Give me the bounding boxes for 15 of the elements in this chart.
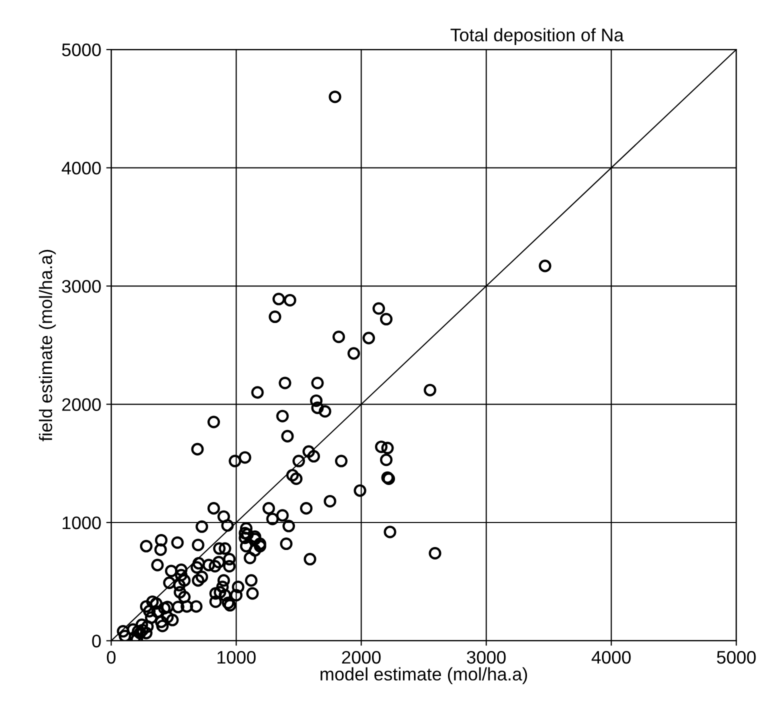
chart-title: Total deposition of Na [450,28,624,45]
x-tick-label: 1000 [218,650,256,664]
y-axis-title: field estimate (mol/ha.a) [38,250,56,442]
y-tick-label: 2000 [62,398,101,411]
y-tick-label: 5000 [62,43,101,56]
x-tick-label: 2000 [342,650,381,664]
x-tick-label: 3000 [466,650,506,664]
x-axis-title: model estimate (mol/ha.a) [320,667,528,684]
x-tick-label: 4000 [592,650,631,664]
x-tick-label: 0 [106,650,116,664]
x-tick-label: 5000 [716,650,756,664]
y-tick-label: 3000 [62,280,101,293]
y-tick-label: 4000 [62,162,101,175]
y-tick-label: 0 [92,634,101,648]
y-tick-label: 1000 [62,516,101,530]
